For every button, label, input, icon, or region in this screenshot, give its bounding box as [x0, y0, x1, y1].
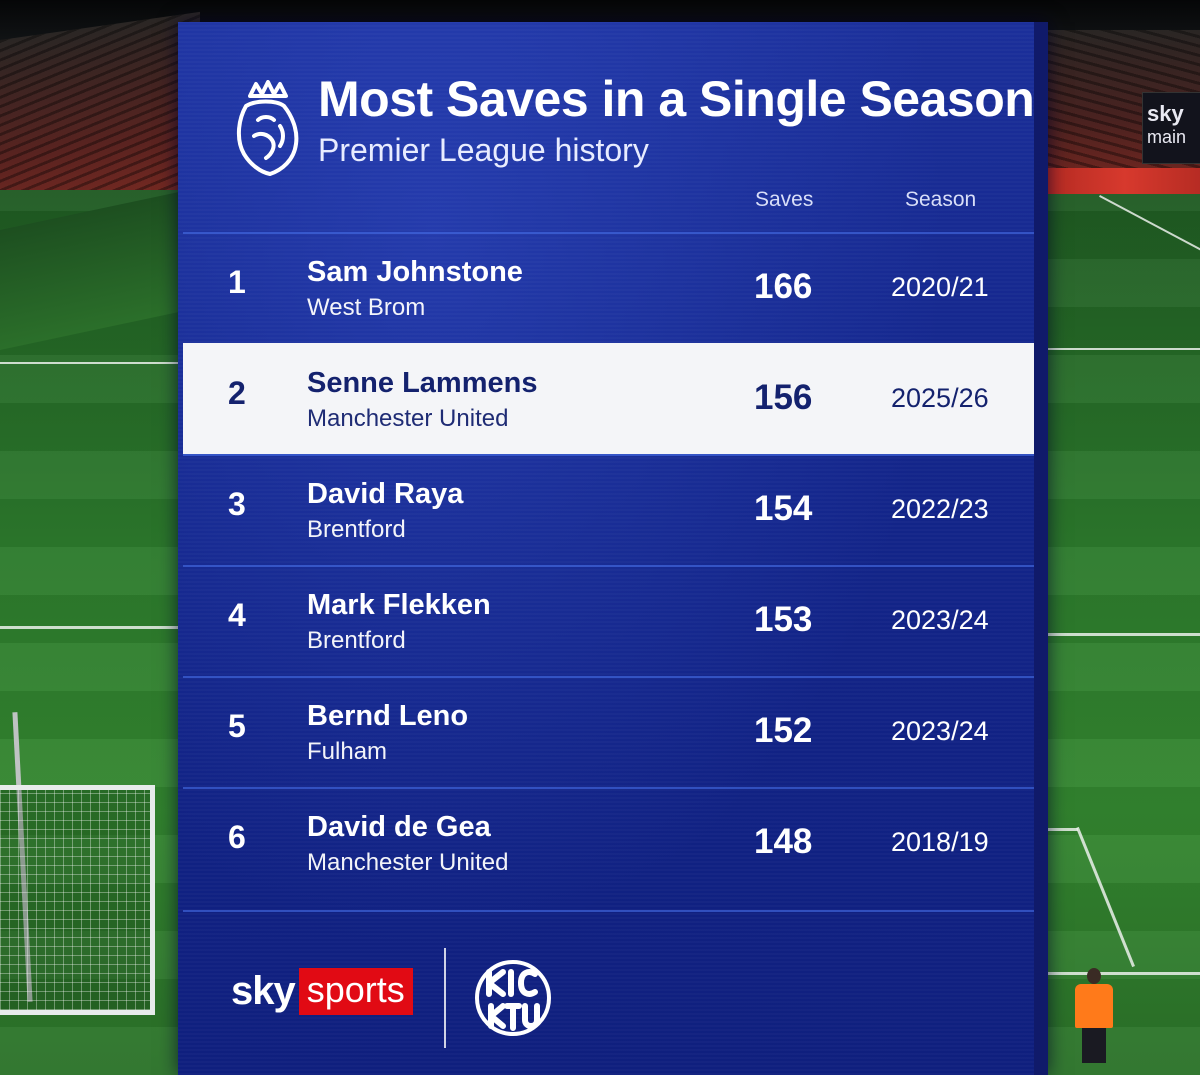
season-value: 2020/21 [891, 272, 989, 302]
stadium-screen-board: sky main [1142, 92, 1200, 164]
rank-number: 2 [228, 375, 246, 411]
player-name: David Raya [307, 478, 464, 510]
rank-number: 3 [228, 486, 246, 522]
player-name: Sam Johnstone [307, 256, 523, 288]
table-row: 3 David Raya Brentford 154 2022/23 [183, 454, 1034, 565]
player-name: Senne Lammens [307, 367, 538, 399]
goal-net [0, 785, 155, 1015]
season-value: 2022/23 [891, 494, 989, 524]
table-row: 6 David de Gea Manchester United 148 201… [183, 787, 1034, 898]
stats-graphic-panel: Most Saves in a Single Season Premier Le… [178, 22, 1048, 1075]
sky-sports-logo: sky sports [231, 968, 413, 1015]
player-name: David de Gea [307, 811, 491, 843]
rank-number: 4 [228, 597, 246, 633]
stadium-board-subtext: main [1147, 127, 1187, 147]
season-value: 2023/24 [891, 716, 989, 746]
table-row: 1 Sam Johnstone West Brom 166 2020/21 [183, 232, 1034, 343]
rank-number: 1 [228, 264, 246, 300]
season-value: 2018/19 [891, 827, 989, 857]
saves-value: 153 [754, 600, 813, 639]
pitch-line [1048, 348, 1200, 350]
graphic-footer: sky sports [183, 910, 1034, 1075]
steward-legs [1082, 1028, 1106, 1063]
footer-divider [444, 948, 446, 1048]
club-name: Manchester United [307, 405, 509, 432]
sky-logo-word: sky [231, 969, 296, 1013]
pitch-line [0, 362, 180, 364]
graphic-subtitle: Premier League history [318, 132, 649, 168]
season-value: 2023/24 [891, 605, 989, 635]
pitch-line [1048, 633, 1200, 636]
column-header-season: Season [905, 188, 977, 211]
steward-head [1087, 968, 1101, 984]
sports-logo-box: sports [298, 968, 413, 1015]
pitch-line [1048, 972, 1200, 975]
column-header-saves: Saves [755, 188, 814, 211]
saves-value: 166 [754, 267, 813, 306]
player-name: Mark Flekken [307, 589, 491, 621]
club-name: Manchester United [307, 849, 509, 876]
graphic-title: Most Saves in a Single Season [318, 71, 1035, 127]
advertising-boards [1040, 168, 1200, 194]
saves-value: 148 [754, 822, 813, 861]
pitch-line [0, 626, 180, 629]
stadium-board-text: sky [1147, 101, 1184, 126]
kick-it-out-logo [475, 960, 551, 1036]
rankings-table: 1 Sam Johnstone West Brom 166 2020/21 2 … [183, 232, 1034, 898]
premier-league-lion-icon [237, 80, 299, 176]
steward-figure [1072, 968, 1116, 1063]
saves-value: 156 [754, 378, 813, 417]
club-name: Brentford [307, 516, 406, 543]
table-row: 5 Bernd Leno Fulham 152 2023/24 [183, 676, 1034, 787]
club-name: Brentford [307, 627, 406, 654]
saves-value: 154 [754, 489, 813, 528]
steward-hi-vis-jacket [1075, 984, 1113, 1028]
player-name: Bernd Leno [307, 700, 469, 732]
rank-number: 6 [228, 819, 246, 855]
table-row-highlighted: 2 Senne Lammens Manchester United 156 20… [183, 343, 1034, 454]
table-row: 4 Mark Flekken Brentford 153 2023/24 [183, 565, 1034, 676]
rank-number: 5 [228, 708, 246, 744]
club-name: Fulham [307, 738, 388, 765]
pitch-line [1048, 828, 1078, 831]
club-name: West Brom [307, 294, 426, 321]
season-value: 2025/26 [891, 383, 989, 413]
saves-value: 152 [754, 711, 813, 750]
